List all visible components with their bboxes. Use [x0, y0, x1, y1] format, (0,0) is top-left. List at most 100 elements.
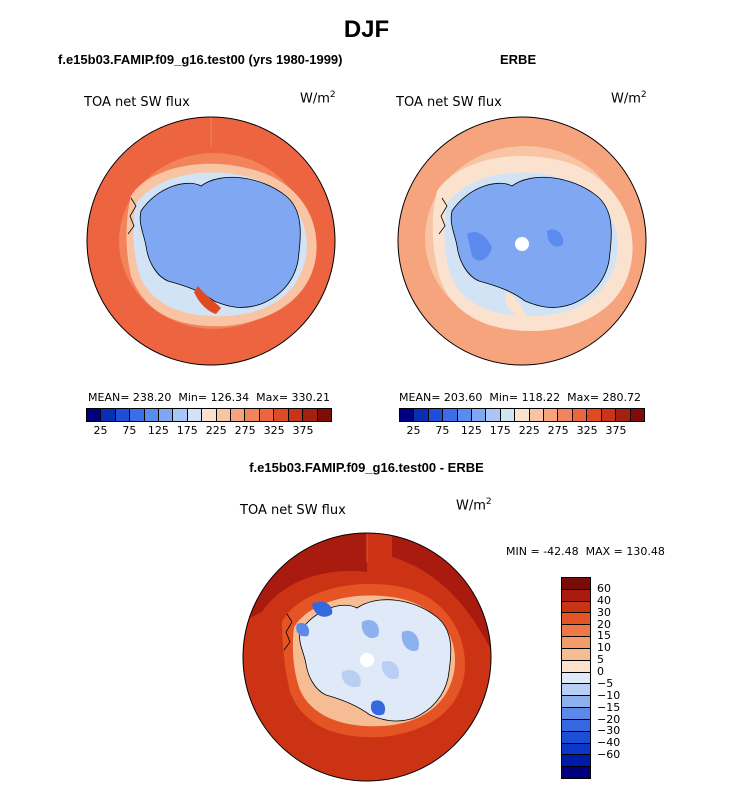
- model-stats: MEAN= 238.20 Min= 126.34 Max= 330.21: [88, 391, 331, 404]
- diff-panel-title: f.e15b03.FAMIP.f09_g16.test00 - ERBE: [249, 460, 484, 475]
- colorbar-tick-label: −30: [597, 724, 621, 738]
- obs-antarctica: [450, 176, 612, 308]
- colorbar-tick-label: 225: [518, 424, 540, 437]
- diff-units-label: W/m2: [456, 497, 492, 514]
- colorbar-swatch: [457, 409, 473, 421]
- colorbar-swatch: [259, 409, 275, 421]
- model-polar-map: [86, 116, 336, 366]
- model-map-boundary: [86, 116, 336, 366]
- colorbar-tick-label: 20: [597, 617, 611, 631]
- diff-antarctica: [299, 599, 452, 722]
- colorbar-swatch: [486, 409, 501, 421]
- diff-colorbar: [561, 577, 591, 779]
- obs-variable-label: TOA net SW flux: [396, 95, 502, 110]
- colorbar-tick-label: −5: [597, 676, 614, 690]
- obs-colorbar: [399, 408, 645, 422]
- colorbar-tick-label: 325: [263, 424, 285, 437]
- colorbar-tick-label: 5: [597, 653, 604, 667]
- colorbar-swatch: [400, 409, 415, 421]
- colorbar-swatch: [202, 409, 217, 421]
- model-antarctica: [139, 176, 301, 308]
- colorbar-swatch: [515, 409, 530, 421]
- diff-variable-label: TOA net SW flux: [240, 503, 346, 518]
- model-variable-label: TOA net SW flux: [84, 95, 190, 110]
- colorbar-swatch: [562, 696, 590, 709]
- colorbar-swatch: [317, 409, 331, 421]
- figure-title: DJF: [343, 16, 390, 43]
- colorbar-swatch: [562, 613, 590, 626]
- diff-stats: MIN = -42.48 MAX = 130.48: [506, 545, 665, 558]
- colorbar-swatch: [428, 409, 444, 421]
- obs-map-boundary: [397, 116, 647, 366]
- colorbar-tick-label: 125: [460, 424, 482, 437]
- colorbar-swatch: [115, 409, 131, 421]
- colorbar-tick-label: 40: [597, 593, 611, 607]
- model-colorbar-ticks: 25 75 125 175 225 275 325 375: [86, 424, 332, 438]
- colorbar-swatch: [562, 601, 590, 614]
- colorbar-swatch: [130, 409, 145, 421]
- colorbar-tick-label: 175: [489, 424, 511, 437]
- obs-units-label: W/m2: [611, 90, 647, 107]
- colorbar-swatch: [87, 409, 102, 421]
- colorbar-swatch: [630, 409, 644, 421]
- colorbar-tick-label: 25: [93, 424, 108, 437]
- colorbar-swatch: [274, 409, 289, 421]
- colorbar-tick-label: 75: [122, 424, 137, 437]
- model-colorbar: [86, 408, 332, 422]
- diff-map-boundary: [242, 532, 492, 782]
- colorbar-tick-label: 175: [176, 424, 198, 437]
- colorbar-tick-label: 25: [406, 424, 421, 437]
- colorbar-swatch: [558, 409, 573, 421]
- colorbar-swatch: [443, 409, 458, 421]
- colorbar-swatch: [414, 409, 429, 421]
- colorbar-tick-label: −10: [597, 688, 621, 702]
- diff-colorbar-ticks: 60 40 30 20 15 10 5 0 −5 −10 −15 −20 −30 −40 −60: [597, 577, 657, 779]
- colorbar-swatch: [562, 672, 590, 685]
- colorbar-swatch: [562, 719, 590, 732]
- colorbar-tick-label: 225: [205, 424, 227, 437]
- colorbar-tick-label: 325: [576, 424, 598, 437]
- colorbar-tick-label: −20: [597, 712, 621, 726]
- colorbar-swatch: [472, 409, 487, 421]
- colorbar-swatch: [562, 767, 590, 779]
- colorbar-tick-label: −15: [597, 700, 621, 714]
- obs-polar-map: [397, 116, 647, 366]
- colorbar-swatch: [303, 409, 318, 421]
- colorbar-swatch: [562, 743, 590, 756]
- colorbar-swatch: [562, 648, 590, 661]
- colorbar-swatch: [562, 578, 590, 590]
- colorbar-swatch: [529, 409, 545, 421]
- colorbar-swatch: [562, 755, 590, 768]
- colorbar-swatch: [616, 409, 631, 421]
- colorbar-swatch: [159, 409, 174, 421]
- colorbar-swatch: [288, 409, 304, 421]
- colorbar-tick-label: 275: [234, 424, 256, 437]
- colorbar-swatch: [544, 409, 559, 421]
- colorbar-tick-label: −40: [597, 736, 621, 750]
- colorbar-swatch: [587, 409, 602, 421]
- colorbar-swatch: [187, 409, 203, 421]
- colorbar-swatch: [144, 409, 160, 421]
- model-units-label: W/m2: [300, 90, 336, 107]
- colorbar-tick-label: 10: [597, 641, 611, 655]
- colorbar-swatch: [562, 660, 590, 673]
- colorbar-tick-label: 30: [597, 605, 611, 619]
- colorbar-tick-label: 125: [147, 424, 169, 437]
- colorbar-swatch: [245, 409, 260, 421]
- colorbar-tick-label: 0: [597, 665, 604, 679]
- colorbar-swatch: [101, 409, 116, 421]
- colorbar-swatch: [562, 731, 590, 744]
- colorbar-swatch: [601, 409, 617, 421]
- diff-polar-map: [242, 532, 492, 782]
- colorbar-tick-label: −60: [597, 748, 621, 762]
- colorbar-swatch: [562, 589, 590, 602]
- colorbar-tick-label: 15: [597, 629, 611, 643]
- obs-stats: MEAN= 203.60 Min= 118.22 Max= 280.72: [399, 391, 642, 404]
- obs-panel-title: ERBE: [500, 52, 537, 67]
- colorbar-tick-label: 75: [435, 424, 450, 437]
- diff-polar-gap: [360, 653, 374, 667]
- colorbar-tick-label: 275: [547, 424, 569, 437]
- obs-colorbar-ticks: 25 75 125 175 225 275 325 375: [399, 424, 645, 438]
- colorbar-tick-label: 375: [292, 424, 314, 437]
- colorbar-swatch: [500, 409, 516, 421]
